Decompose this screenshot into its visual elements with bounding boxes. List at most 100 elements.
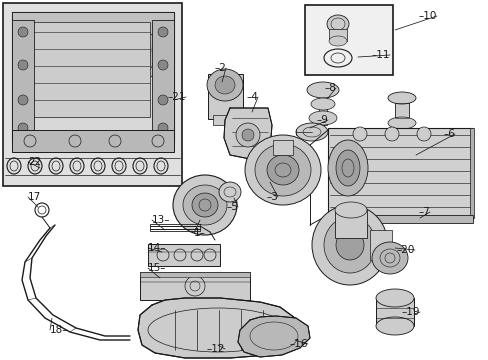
Text: 13–: 13–	[152, 215, 170, 225]
Ellipse shape	[93, 30, 107, 70]
Text: –11: –11	[371, 50, 389, 60]
Ellipse shape	[311, 205, 387, 285]
Text: 14–: 14–	[148, 243, 166, 253]
Text: –9: –9	[315, 115, 327, 125]
Circle shape	[18, 60, 28, 70]
Ellipse shape	[192, 193, 218, 217]
Ellipse shape	[137, 22, 159, 78]
Ellipse shape	[215, 76, 235, 94]
Circle shape	[18, 27, 28, 37]
Ellipse shape	[387, 117, 415, 129]
Ellipse shape	[183, 185, 226, 225]
Text: –6: –6	[442, 129, 454, 139]
Bar	[150, 224, 200, 231]
Ellipse shape	[141, 30, 155, 70]
Circle shape	[158, 60, 168, 70]
Bar	[369, 230, 391, 260]
Ellipse shape	[306, 82, 338, 98]
Text: 1–: 1–	[194, 228, 205, 238]
Ellipse shape	[327, 140, 367, 196]
Text: 18–: 18–	[50, 325, 68, 335]
Ellipse shape	[73, 41, 79, 59]
Circle shape	[158, 123, 168, 133]
Text: –16: –16	[289, 339, 307, 349]
Ellipse shape	[387, 92, 415, 104]
Bar	[12, 12, 174, 142]
Bar	[12, 20, 34, 130]
Ellipse shape	[375, 317, 413, 335]
Bar	[469, 128, 473, 218]
Text: –21: –21	[167, 92, 185, 102]
Polygon shape	[238, 316, 309, 357]
Ellipse shape	[335, 230, 363, 260]
Text: –8: –8	[324, 83, 335, 93]
Ellipse shape	[117, 30, 131, 70]
Circle shape	[158, 95, 168, 105]
Ellipse shape	[219, 182, 241, 202]
Bar	[3, 3, 182, 186]
Ellipse shape	[244, 135, 320, 205]
Text: –10: –10	[418, 11, 436, 21]
Bar	[207, 74, 243, 119]
Text: –2: –2	[214, 63, 225, 73]
Ellipse shape	[266, 155, 298, 185]
Ellipse shape	[121, 41, 127, 59]
Bar	[152, 20, 174, 130]
Ellipse shape	[328, 36, 346, 46]
Ellipse shape	[334, 202, 366, 218]
Ellipse shape	[254, 144, 310, 196]
Text: –5: –5	[225, 202, 238, 212]
Circle shape	[416, 127, 430, 141]
Ellipse shape	[173, 175, 237, 235]
Ellipse shape	[69, 30, 83, 70]
Ellipse shape	[89, 22, 111, 78]
Bar	[305, 5, 392, 75]
Text: –4: –4	[245, 92, 258, 102]
Text: –7: –7	[417, 207, 429, 217]
Text: 22: 22	[28, 157, 41, 167]
Circle shape	[384, 127, 398, 141]
Text: 15–: 15–	[148, 263, 166, 273]
Ellipse shape	[25, 41, 31, 59]
Ellipse shape	[371, 242, 407, 274]
Polygon shape	[138, 298, 299, 358]
Ellipse shape	[145, 41, 151, 59]
Bar	[327, 215, 472, 223]
Bar	[213, 115, 238, 125]
Bar	[34, 22, 150, 117]
Ellipse shape	[65, 22, 87, 78]
Text: –20: –20	[396, 245, 414, 255]
Ellipse shape	[308, 111, 336, 125]
Circle shape	[158, 27, 168, 37]
Bar	[148, 244, 220, 266]
Circle shape	[18, 123, 28, 133]
Bar	[12, 130, 174, 152]
Ellipse shape	[45, 30, 59, 70]
Circle shape	[352, 127, 366, 141]
Ellipse shape	[97, 41, 103, 59]
Ellipse shape	[21, 30, 35, 70]
Ellipse shape	[17, 22, 39, 78]
Ellipse shape	[335, 150, 359, 186]
Bar	[394, 98, 408, 123]
Ellipse shape	[41, 22, 63, 78]
Bar	[327, 128, 472, 218]
Bar	[318, 87, 326, 125]
Ellipse shape	[242, 129, 253, 141]
Ellipse shape	[324, 217, 375, 273]
Ellipse shape	[49, 41, 55, 59]
Bar	[328, 29, 346, 41]
Ellipse shape	[206, 69, 243, 101]
Ellipse shape	[295, 123, 327, 141]
Ellipse shape	[326, 15, 348, 33]
Ellipse shape	[113, 22, 135, 78]
Ellipse shape	[236, 123, 260, 147]
Text: –12: –12	[206, 344, 224, 354]
Bar	[272, 140, 292, 155]
Ellipse shape	[375, 289, 413, 307]
Bar	[12, 12, 174, 34]
Bar	[140, 272, 249, 300]
Bar	[375, 298, 413, 326]
Text: –19: –19	[401, 307, 419, 317]
Polygon shape	[224, 108, 271, 160]
